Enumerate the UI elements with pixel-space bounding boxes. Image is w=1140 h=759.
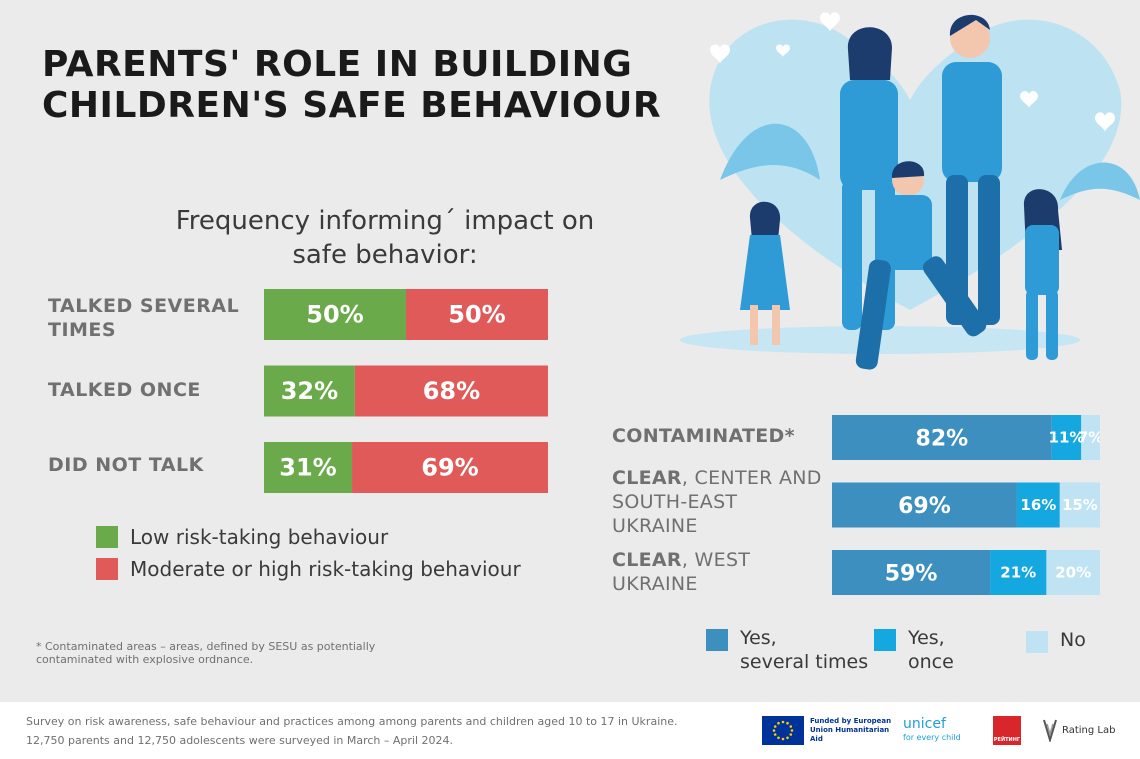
bar-label-1-1: 68% [423,377,480,405]
legend-label-yes-once-2: once [908,651,954,673]
rating-lab-logo-icon [1043,719,1057,742]
bar-segment-0-1 [406,289,548,340]
bar-segment-1-1 [354,365,548,417]
chart-title-frequency: Frequency informing´ impact on safe beha… [175,206,595,270]
bar-segment-0-2 [1081,415,1100,460]
bar-segment-2-0 [264,442,353,493]
row-label-clear-center-bold: CLEAR [612,467,682,489]
bar-label-2-0: 59% [885,562,938,587]
page-title: PARENTS' ROLE IN BUILDING CHILDREN'S SAF… [42,44,662,126]
row-label-contaminated: CONTAMINATED* [612,424,827,448]
legend-swatch-yes-several [706,629,728,651]
bar-label-2-2: 20% [1055,564,1091,582]
legend-label-no: No [1060,629,1086,651]
family-illustration [680,12,1140,370]
unicef-logo-tagline: for every child [903,733,961,742]
rating-lab-logo-text: Rating Lab [1062,724,1116,736]
rating-logo-icon: РЕЙТИНГ [993,716,1021,745]
chart-frequency-bars: 50% 50% 32% 68% 31% 69% [264,289,548,493]
legend-label-yes-once-1: Yes, [908,627,945,649]
legend-item-yes-once: Yes, once [874,626,954,674]
bar-segment-2-0 [832,550,991,595]
row-label-clear-west: CLEAR, WEST UKRAINE [612,548,827,596]
legend-item-no: No [1026,628,1086,653]
bar-segment-2-1 [990,550,1047,595]
row-label-clear-west-rest: , WEST UKRAINE [612,549,751,595]
bar-label-1-0: 32% [281,377,338,405]
legend-item-yes-several: Yes, several times [706,626,868,674]
row-label-clear-center: CLEAR, CENTER AND SOUTH-EAST UKRAINE [612,466,827,538]
legend-swatch-no [1026,631,1048,653]
bar-segment-0-0 [832,415,1052,460]
footnote: * Contaminated areas – areas, defined by… [36,640,376,666]
bar-label-0-1: 11% [1049,429,1085,447]
footer-line-1: Survey on risk awareness, safe behaviour… [26,715,678,728]
row-label-contaminated-bold: CONTAMINATED* [612,425,795,447]
legend-risk: Low risk-taking behaviour Moderate or hi… [96,521,521,585]
legend-item-low-risk: Low risk-taking behaviour [96,521,521,553]
bar-label-0-0: 82% [916,427,969,452]
bar-segment-1-2 [1059,482,1100,528]
footer-line-2: 12,750 parents and 12,750 adolescents we… [26,734,454,747]
row-label-talked-several: TALKED SEVERAL TIMES [48,295,240,341]
legend-label-yes-several-2: several times [740,651,869,673]
legend-label-low-risk: Low risk-taking behaviour [130,525,389,549]
bar-label-0-1: 50% [448,301,505,329]
row-label-clear-center-rest: , CENTER AND SOUTH-EAST UKRAINE [612,467,822,537]
bar-label-0-0: 50% [306,301,363,329]
chart-talked-by-region-bars: 82% 11%7% 69% 16% 15% 59% 21% 20% [832,415,1100,595]
bar-segment-2-2 [1046,550,1100,595]
legend-label-yes-several-1: Yes, [740,627,777,649]
rating-lab-logo: Rating Lab [1042,718,1115,742]
legend-item-moderate-risk: Moderate or high risk-taking behaviour [96,553,521,585]
footer-text: Survey on risk awareness, safe behaviour… [26,712,678,750]
bar-segment-0-0 [264,289,406,340]
legend-swatch-low-risk [96,526,118,548]
bar-label-1-0: 69% [898,494,951,519]
bar-segment-0-1 [1051,415,1082,460]
bar-label-0-2: 7% [1078,429,1100,447]
legend-label-moderate-risk: Moderate or high risk-taking behaviour [130,557,521,581]
unicef-logo-name: unicef [903,716,946,732]
bar-segment-1-0 [264,365,355,417]
bar-segment-1-0 [832,482,1017,528]
row-label-clear-west-bold: CLEAR [612,549,682,571]
row-label-did-not-talk: DID NOT TALK [48,454,204,476]
unicef-logo-icon: unicef for every child [903,716,961,744]
bar-label-1-2: 15% [1062,496,1098,514]
eu-logo: Funded by European Union Humanitarian Ai… [762,716,900,745]
bar-label-2-0: 31% [279,454,336,482]
footer: Survey on risk awareness, safe behaviour… [0,702,1140,759]
legend-swatch-moderate-risk [96,558,118,580]
bar-label-2-1: 21% [1000,564,1036,582]
bar-label-2-1: 69% [421,454,478,482]
bar-segment-2-1 [352,442,548,493]
legend-swatch-yes-once [874,629,896,651]
bar-label-1-1: 16% [1020,496,1056,514]
eu-logo-text: Funded by European Union Humanitarian Ai… [810,717,892,743]
row-label-talked-once: TALKED ONCE [48,379,201,401]
bar-segment-1-1 [1016,482,1060,528]
rating-logo-text: РЕЙТИНГ [993,737,1021,743]
eu-flag-icon [762,716,804,745]
